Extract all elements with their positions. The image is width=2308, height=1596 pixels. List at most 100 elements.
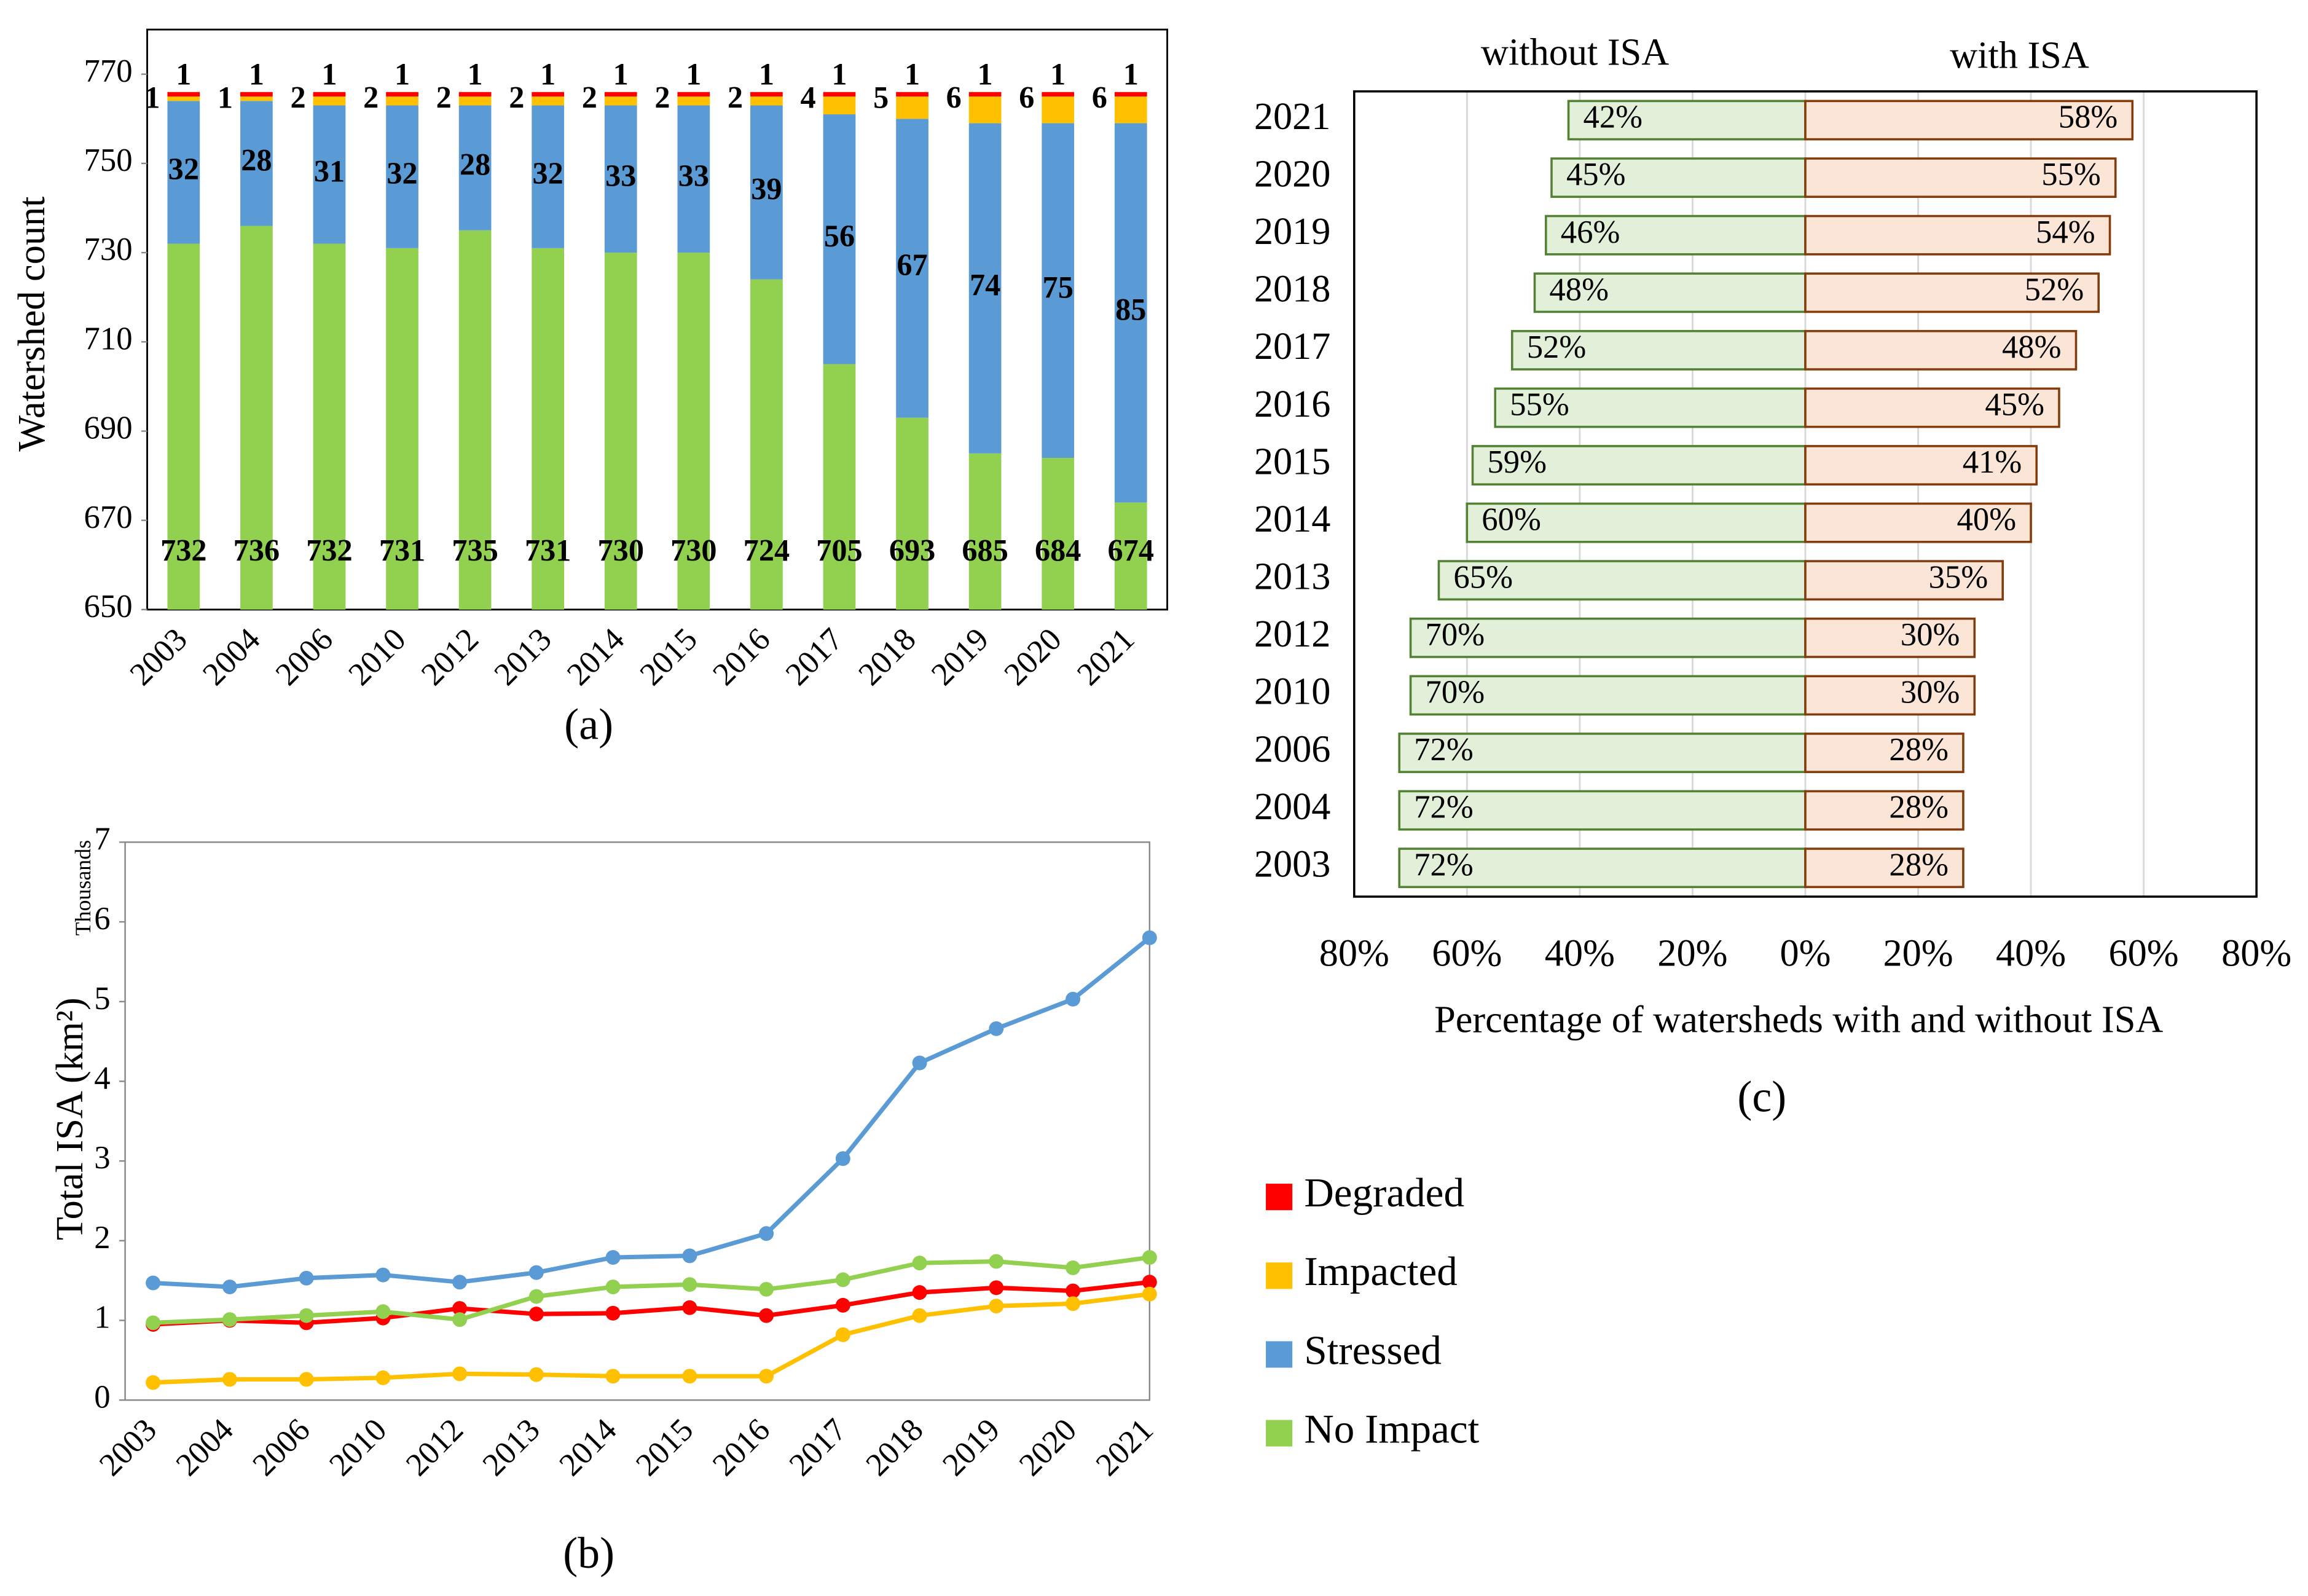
plot-frame (124, 841, 1151, 1401)
series-point (835, 1297, 850, 1313)
bar (1510, 329, 1807, 371)
y-axis-unit: Thousands (71, 840, 95, 936)
data-label: 1 (394, 57, 410, 91)
y-tick-label: 1 (94, 1300, 110, 1335)
y-axis-title: Total ISA (km²) (49, 997, 91, 1240)
data-label: 2 (728, 81, 743, 115)
series-point (452, 1301, 468, 1316)
bar-segment (750, 96, 783, 106)
x-tick-label: 2014 (560, 621, 632, 693)
data-label: 74 (970, 268, 1000, 302)
bar-segment (750, 279, 783, 610)
bar-segment (313, 243, 346, 610)
bar-segment (968, 123, 1002, 454)
series-point (912, 1256, 927, 1271)
legend-label: No Impact (1304, 1406, 1479, 1452)
legend-swatch (1266, 1184, 1293, 1211)
data-label: 731 (525, 533, 571, 567)
data-label: 52% (2025, 272, 2084, 307)
bar-segment (604, 105, 637, 253)
series-point (912, 1055, 927, 1071)
bar-segment (240, 96, 273, 101)
bar-segment (386, 96, 418, 106)
data-label: 1 (1050, 57, 1066, 91)
x-tick-label: 0% (1780, 933, 1831, 975)
bar-segment (1042, 458, 1075, 610)
bar-segment (240, 92, 273, 96)
bar-segment (677, 92, 710, 96)
series-point (1142, 1275, 1157, 1290)
data-label: 28% (1889, 790, 1949, 825)
data-label: 45% (1566, 157, 1626, 192)
x-tick-label: 2021 (1089, 1412, 1160, 1483)
x-tick-label: 2019 (925, 621, 996, 693)
series-point (299, 1308, 314, 1323)
x-tick-label: 2010 (342, 621, 413, 693)
x-tick-label: 40% (1996, 933, 2066, 975)
bar-segment (1042, 123, 1075, 458)
bar (1398, 847, 1807, 889)
x-tick-label: 2013 (476, 1412, 547, 1483)
bar-segment (968, 96, 1002, 124)
x-tick-label: 80% (1319, 933, 1389, 975)
bar-segment (458, 105, 492, 230)
data-label: 1 (144, 81, 160, 115)
data-label: 42% (1583, 100, 1643, 135)
x-tick-label: 2020 (997, 621, 1069, 693)
bar (1804, 790, 1965, 831)
series-point (759, 1226, 774, 1241)
bar-segment (604, 92, 637, 96)
x-tick-label: 2015 (633, 621, 704, 693)
data-label: 41% (1963, 444, 2022, 480)
series-point (1142, 1286, 1157, 1302)
y-tick-label: 710 (84, 321, 133, 356)
x-tick-label: 2017 (779, 621, 850, 693)
data-label: 730 (598, 533, 644, 567)
y-tick-label: 2017 (1254, 326, 1331, 368)
bar-segment (386, 92, 418, 96)
data-label: 40% (1957, 502, 2017, 538)
series-point (528, 1307, 544, 1322)
data-label: 1 (831, 57, 847, 91)
bar-segment (968, 92, 1002, 96)
data-label: 4 (800, 81, 815, 115)
series-point (222, 1372, 237, 1387)
data-label: 65% (1453, 559, 1513, 595)
series-point (528, 1265, 544, 1280)
data-label: 1 (321, 57, 337, 91)
series-point (299, 1270, 314, 1286)
x-tick-label: 2013 (487, 621, 559, 693)
y-tick-label: 2010 (1254, 671, 1331, 713)
bar-segment (458, 92, 492, 96)
data-label: 28% (1889, 732, 1949, 768)
data-label: 55% (2041, 157, 2101, 192)
bar-segment (896, 417, 928, 610)
bar-segment (677, 253, 710, 610)
y-tick-label: 730 (84, 232, 133, 267)
plot-frame (146, 28, 1168, 611)
data-label: 72% (1414, 732, 1474, 768)
data-label: 30% (1901, 675, 1960, 710)
y-tick-label: 770 (84, 53, 133, 89)
bar-segment (750, 92, 783, 96)
y-tick-label: 690 (84, 411, 133, 446)
panel-label: (c) (1737, 1072, 1786, 1121)
data-label: 2 (509, 81, 524, 115)
x-tick-label: 2016 (706, 621, 777, 693)
data-label: 28% (1889, 847, 1949, 883)
bar-segment (313, 105, 346, 244)
bar-segment (458, 96, 492, 106)
data-label: 39 (751, 172, 782, 206)
x-tick-label: 2018 (859, 1412, 930, 1483)
bar (1804, 847, 1965, 889)
bar (1533, 272, 1807, 313)
bar (1804, 617, 1976, 658)
data-label: 31 (314, 154, 345, 189)
bar (1804, 100, 2134, 141)
x-tick-label: 2014 (552, 1412, 624, 1483)
data-label: 685 (962, 533, 1008, 567)
data-label: 72% (1414, 847, 1474, 883)
data-label: 1 (1123, 57, 1139, 91)
x-axis-title: Percentage of watersheds with and withou… (1434, 999, 2163, 1040)
bar (1804, 387, 2060, 428)
